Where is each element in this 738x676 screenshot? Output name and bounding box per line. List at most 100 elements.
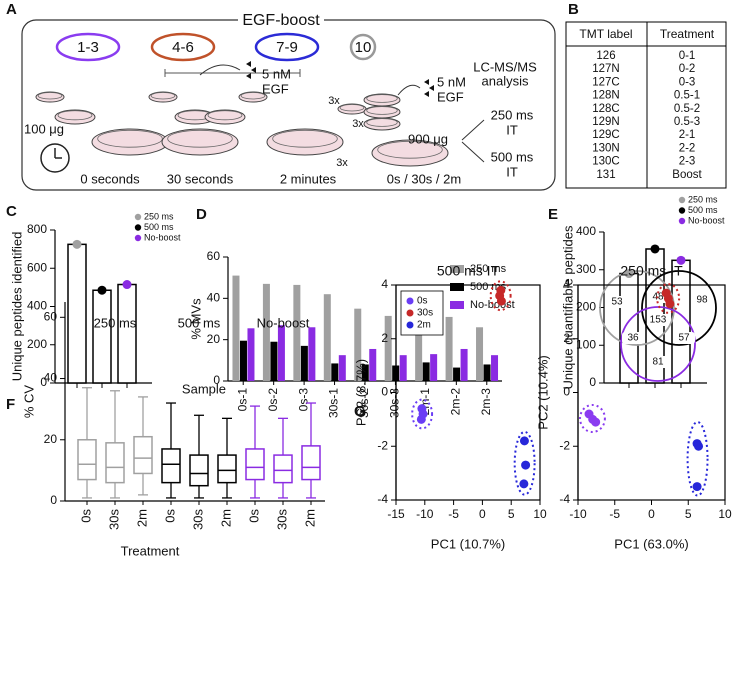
table-cell: 0.5-3 [674, 116, 700, 128]
dish-rim [366, 94, 398, 103]
dish [54, 109, 96, 125]
legend-dot [134, 213, 142, 221]
arrow [199, 64, 241, 76]
y-tick-label: 2 [563, 331, 570, 345]
y-tick-label: 40 [207, 291, 221, 305]
point [519, 436, 529, 446]
bar [476, 327, 484, 381]
x-tick-label: 0 [479, 507, 486, 521]
x-axis-label: Treatment [121, 543, 180, 558]
dish [363, 117, 401, 131]
y-tick-label: 0 [40, 375, 47, 389]
y-tick-label: 0 [563, 385, 570, 399]
label: 2 minutes [280, 171, 337, 186]
x-tick-label: 5 [508, 507, 515, 521]
group-label: 1-3 [77, 39, 99, 56]
group-circle [349, 33, 377, 61]
label: 500 ms [491, 149, 534, 164]
venn-circle [620, 306, 696, 382]
legend-label: 250 ms [470, 263, 507, 275]
y-tick-label: 400 [576, 224, 596, 238]
venn-count: 57 [678, 333, 690, 344]
x-tick-label: 10 [718, 507, 732, 521]
label: 900 μg [408, 131, 448, 146]
x-tick-label: 0s [246, 509, 261, 523]
table-cell: 128C [592, 103, 620, 115]
panel-label: E [548, 206, 558, 223]
bar [308, 327, 316, 381]
dish-rim [339, 104, 365, 112]
bar [338, 355, 346, 381]
egf-triangle [429, 85, 434, 91]
dish-rim [377, 140, 443, 159]
legend-label: 0s [417, 296, 428, 307]
x-axis-label: PC1 (63.0%) [614, 536, 688, 551]
panel-label: B [568, 1, 579, 18]
group-label: 4-6 [172, 39, 194, 56]
group-label: 10 [355, 39, 372, 56]
x-tick-label: 30s [190, 509, 205, 530]
point [591, 417, 601, 427]
label: 3x [328, 95, 340, 107]
dish [91, 128, 169, 156]
egf-triangle [246, 61, 251, 67]
x-tick-label: -10 [416, 507, 434, 521]
x-tick-label: 10 [533, 507, 547, 521]
group-oval [55, 32, 121, 62]
x-tick-label: 0s [78, 509, 93, 523]
dish-rim [240, 92, 266, 100]
table-header: TMT label [579, 27, 632, 41]
legend-swatch [450, 265, 464, 273]
x-tick-label: 0 [648, 507, 655, 521]
dish [266, 128, 344, 156]
table-header: Treatment [660, 27, 715, 41]
y-axis-label: % CV [21, 385, 36, 419]
y-tick-label: 40 [44, 371, 58, 385]
legend-label: No-boost [470, 299, 515, 311]
bar [453, 367, 461, 381]
table-cell: 127C [592, 76, 620, 88]
legend-dot [406, 309, 414, 317]
egf-triangle [251, 67, 256, 73]
group-oval [254, 32, 320, 62]
cluster-outline [579, 404, 606, 433]
box [245, 448, 265, 481]
label: EGF [262, 81, 289, 96]
x-tick-label: 30s-3 [388, 388, 402, 418]
point [692, 482, 702, 492]
box [301, 445, 321, 481]
y-tick-label: 20 [207, 332, 221, 346]
legend-swatch [450, 283, 464, 291]
bar [247, 328, 255, 381]
table-cell: 0.5-2 [674, 103, 700, 115]
dish-rim [150, 92, 176, 100]
y-tick-label: -2 [377, 438, 388, 452]
y-tick-label: 60 [207, 249, 221, 263]
dish [204, 109, 246, 125]
table-cell: 130N [592, 142, 620, 154]
venn-count: 153 [650, 315, 667, 326]
bar [323, 294, 331, 381]
table-cell: 2-3 [679, 156, 696, 168]
cluster-outline [489, 280, 512, 312]
x-tick-label: -15 [387, 507, 405, 521]
table-cell: 129C [592, 129, 620, 141]
venn-count: 98 [696, 295, 708, 306]
label: 100 μg [24, 121, 64, 136]
x-tick-label: -5 [448, 507, 459, 521]
y-tick-label: 400 [27, 299, 47, 313]
venn-count: 36 [627, 333, 639, 344]
dish [363, 105, 401, 119]
arrow [461, 119, 485, 141]
bar [293, 284, 301, 381]
point [418, 409, 428, 419]
bar-dot [122, 280, 132, 290]
box [161, 448, 181, 484]
dish-rim [57, 110, 93, 121]
y-tick-label: 0 [50, 493, 57, 507]
box [105, 442, 125, 484]
bar-dot [72, 239, 82, 249]
cluster-outline [513, 430, 536, 496]
legend-swatch [450, 301, 464, 309]
